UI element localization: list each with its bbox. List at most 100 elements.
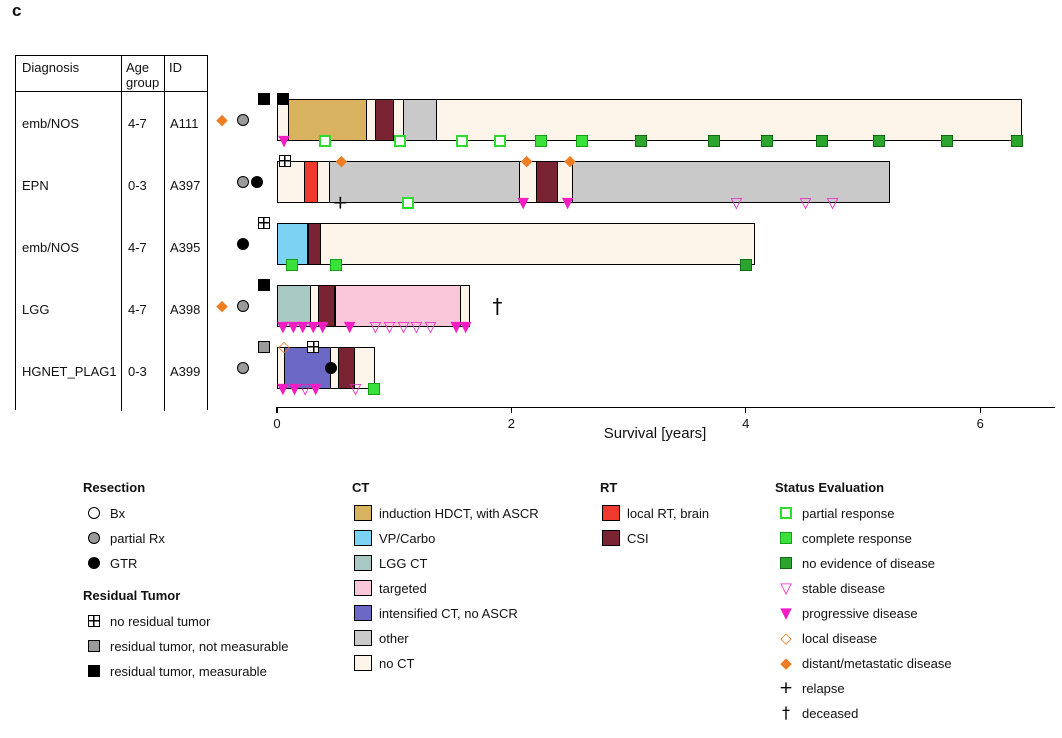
swatch-targeted-icon — [354, 580, 372, 596]
complete-response-icon — [286, 259, 299, 271]
age-group-cell: 0-3 — [121, 340, 164, 402]
no-residual-tumor-icon — [307, 341, 320, 353]
gtr-icon — [88, 557, 100, 569]
swatch-lgg-ct-icon — [354, 555, 372, 571]
legend-item-distant-metastatic-disease: ◆ distant/metastatic disease — [775, 654, 951, 672]
segment-other — [571, 160, 890, 203]
age-group-cell: 4-7 — [121, 92, 164, 154]
legend-marker-cell — [83, 640, 105, 652]
legend-marker-cell — [83, 615, 105, 627]
local-disease-icon: ◇ — [780, 628, 792, 647]
segment-induction-hdct-with-ascr — [288, 98, 367, 141]
legend-item-label: progressive disease — [802, 605, 918, 621]
no-evidence-of-disease-icon — [815, 135, 828, 147]
axis-tick — [510, 407, 513, 413]
swatch-vp-carbo-icon — [354, 530, 372, 546]
legend-marker-cell — [352, 530, 374, 546]
table-header-diagnosis: Diagnosis — [22, 60, 80, 75]
gtr-icon — [237, 238, 249, 250]
x-axis-line — [277, 407, 1055, 409]
legend-marker-cell — [775, 507, 797, 519]
progressive-disease-icon: ▼ — [561, 193, 574, 212]
age-group-cell: 4-7 — [121, 278, 164, 340]
progressive-disease-icon: ▼ — [277, 317, 289, 336]
table-row-a397: EPN 0-3 A397 — [16, 154, 207, 216]
legend-marker-cell: ◇ — [775, 628, 797, 647]
complete-response-icon — [368, 383, 381, 395]
complete-response-icon — [575, 135, 588, 147]
legend-item-label: stable disease — [802, 580, 886, 596]
complete-response-icon — [780, 532, 792, 544]
diagnosis-cell: emb/NOS — [22, 115, 80, 131]
swatch-csi-icon — [602, 530, 620, 546]
legend-item-label: residual tumor, not measurable — [110, 638, 289, 654]
diagnosis-table: Diagnosis Age group ID emb/NOS 4-7 A111 EPN… — [15, 55, 208, 411]
legend-item-csi: CSI — [600, 529, 649, 547]
partial-rx-icon — [88, 532, 100, 544]
legend-item-relapse: + relapse — [775, 679, 845, 697]
partial-response-icon — [493, 135, 506, 147]
table-row-a111: emb/NOS 4-7 A111 — [16, 92, 207, 154]
legend-item-label: induction HDCT, with ASCR — [379, 505, 539, 521]
stable-disease-icon: ▽ — [369, 317, 382, 336]
local-disease-icon: ◇ — [278, 337, 290, 356]
segment-other — [403, 98, 438, 141]
partial-response-icon — [402, 197, 415, 209]
legend-item-local-disease: ◇ local disease — [775, 629, 877, 647]
segment-csi — [337, 346, 356, 389]
segment-csi — [308, 222, 322, 265]
legend-title-residual-tumor: Residual Tumor — [83, 588, 181, 603]
swatch-intensified-ct-no-ascr-icon — [354, 605, 372, 621]
segment-vp-carbo — [276, 222, 309, 265]
segment-targeted — [335, 284, 461, 327]
complete-response-icon — [534, 135, 547, 147]
no-evidence-of-disease-icon — [873, 135, 886, 147]
table-row-a398: LGG 4-7 A398 — [16, 278, 207, 340]
stable-disease-icon: ▽ — [826, 193, 839, 212]
legend-marker-cell — [352, 505, 374, 521]
legend-marker-cell: ▼ — [775, 603, 797, 622]
stable-disease-icon: ▽ — [780, 578, 792, 597]
legend-marker-cell — [83, 532, 105, 544]
legend-marker-cell — [352, 580, 374, 596]
legend-item-label: LGG CT — [379, 555, 428, 571]
legend-marker-cell — [83, 507, 105, 519]
partial-rx-icon — [237, 300, 249, 312]
legend-item-label: partial Rx — [110, 530, 165, 546]
legend-item-label: targeted — [379, 580, 427, 596]
legend-item-label: GTR — [110, 555, 138, 571]
legend-item-label: local RT, brain — [627, 505, 710, 521]
axis-tick — [276, 407, 278, 413]
legend-marker-cell: ▽ — [775, 578, 797, 597]
distant-metastatic-disease-icon: ◆ — [335, 151, 348, 170]
legend-item-label: VP/Carbo — [379, 530, 436, 546]
axis-tick — [745, 407, 747, 413]
age-group-cell: 4-7 — [121, 216, 164, 278]
axis-tick-label: 0 — [273, 416, 281, 431]
legend-item-label: CSI — [627, 530, 649, 546]
progressive-disease-icon: ▼ — [459, 317, 472, 336]
segment-intensified-ct-no-ascr — [283, 346, 331, 389]
legend-item-induction-hdct-with-ascr: induction HDCT, with ASCR — [352, 504, 539, 522]
relapse-icon: + — [332, 191, 349, 214]
gtr-icon — [251, 176, 263, 188]
legend-item-progressive-disease: ▼ progressive disease — [775, 603, 918, 622]
deceased-icon: † — [492, 294, 503, 318]
progressive-disease-icon: ▼ — [307, 317, 320, 336]
progressive-disease-icon: ▼ — [780, 603, 792, 622]
legend-marker-cell — [83, 665, 105, 677]
gtr-icon — [324, 362, 337, 374]
swatch-no-ct-icon — [354, 655, 372, 671]
legend-marker-cell — [600, 505, 622, 521]
table-row-a399: HGNET_PLAG1 0-3 A399 — [16, 340, 207, 402]
legend-marker-cell — [352, 630, 374, 646]
no-evidence-of-disease-icon — [739, 259, 752, 271]
bx-icon — [88, 507, 100, 519]
legend-item-residual-tumor-not-measurable: residual tumor, not measurable — [83, 637, 288, 655]
residual-tumor-not-measurable-icon — [258, 341, 270, 353]
legend-item-stable-disease: ▽ stable disease — [775, 579, 885, 597]
legend-item-targeted: targeted — [352, 579, 427, 597]
distant-metastatic-disease-icon: ◆ — [564, 151, 576, 170]
segment-other — [329, 160, 521, 203]
